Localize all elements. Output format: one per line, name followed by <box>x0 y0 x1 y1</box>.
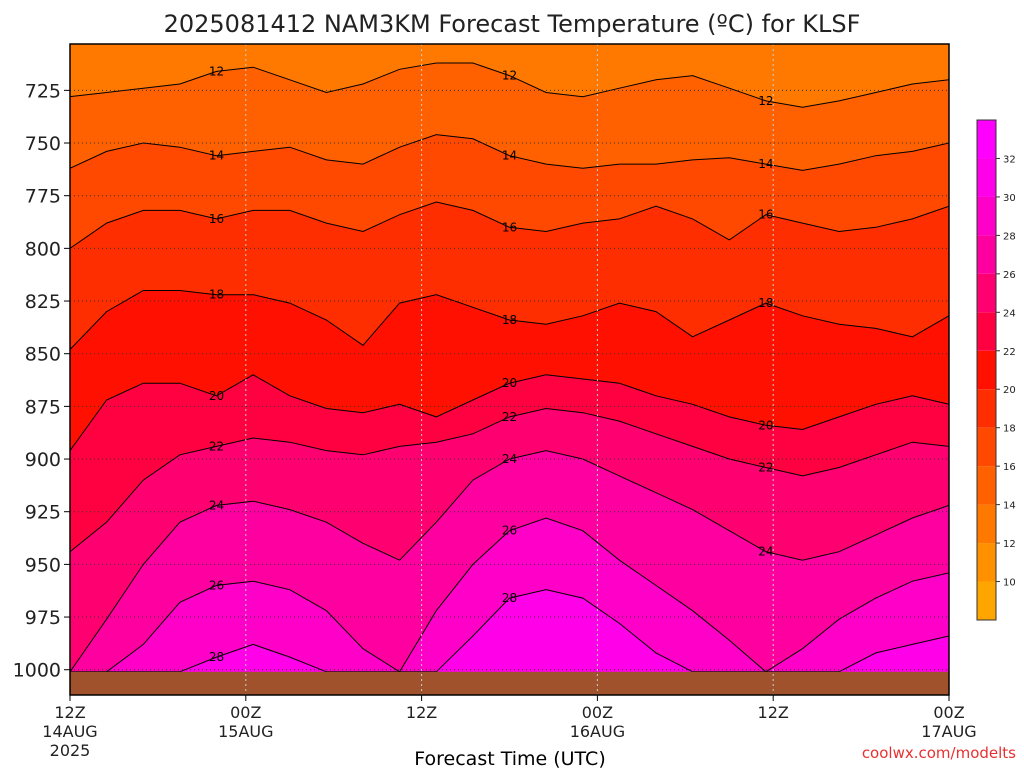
plot-area: 12 12 12 14 14 14 16 16 16 18 18 18 20 20 20 22 22 22 24 24… <box>70 44 949 695</box>
x-tick-label: 15AUG <box>218 722 273 741</box>
colorbar-label: 10 <box>1003 578 1016 589</box>
contour-line <box>70 201 949 249</box>
contour-line <box>70 589 949 673</box>
colorbar-swatch <box>977 427 996 467</box>
x-tick-label: 16AUG <box>570 722 625 741</box>
contour-label: 20 <box>209 389 224 403</box>
colorbar-swatch <box>977 581 996 620</box>
contour-line <box>70 374 949 451</box>
contour-label: 16 <box>758 208 773 222</box>
contour-label: 14 <box>502 149 517 163</box>
chart-title: 2025081412 NAM3KM Forecast Temperature (… <box>164 10 861 38</box>
contour-label: 16 <box>502 220 517 234</box>
colorbar-label: 24 <box>1003 308 1016 319</box>
y-tick-label: 950 <box>25 554 61 576</box>
contour-label: 22 <box>758 460 773 474</box>
colorbar-label: 28 <box>1003 231 1016 242</box>
y-tick-label: 1000 <box>13 660 61 682</box>
y-tick-label: 800 <box>25 238 61 260</box>
colorbar-swatch <box>977 120 996 159</box>
x-tick-label: 00Z <box>582 703 613 722</box>
colorbar-swatch <box>977 158 996 197</box>
colorbar-label: 18 <box>1003 424 1016 435</box>
contour-label: 26 <box>502 524 517 538</box>
contour-label: 22 <box>209 439 224 453</box>
contour-label: 22 <box>502 410 517 424</box>
contour-line <box>70 517 949 673</box>
contour-label: 14 <box>758 157 773 171</box>
y-tick-label: 875 <box>25 396 61 418</box>
contour-label: 18 <box>502 313 517 327</box>
contour-label: 24 <box>502 452 517 466</box>
x-tick-label: 12Z <box>406 703 437 722</box>
y-tick-label: 750 <box>25 133 61 155</box>
colorbar-swatch <box>977 273 996 313</box>
x-tick-label: 2025 <box>50 741 91 760</box>
colorbar-swatch <box>977 466 996 505</box>
contour-line <box>70 407 949 553</box>
ground-band <box>70 671 949 695</box>
colorbar-label: 14 <box>1003 501 1016 512</box>
contour-line <box>70 290 949 350</box>
contour-label: 24 <box>209 498 224 512</box>
x-tick-label: 14AUG <box>42 722 97 741</box>
x-axis-label: Forecast Time (UTC) <box>414 748 605 768</box>
contour-label: 16 <box>209 212 224 226</box>
y-tick-label: 775 <box>25 186 61 208</box>
band-fill <box>70 589 949 695</box>
colorbar-frame <box>976 119 997 621</box>
colorbar-label: 12 <box>1003 539 1016 550</box>
contour-label: 18 <box>209 288 224 302</box>
colorbar-swatch <box>977 350 996 390</box>
colorbar-swatch <box>977 312 996 351</box>
contour-label: 20 <box>758 418 773 432</box>
y-tick-label: 975 <box>25 607 61 629</box>
x-tick-label: 00Z <box>230 703 261 722</box>
x-tick-label: 00Z <box>933 703 964 722</box>
contour-label: 18 <box>758 296 773 310</box>
plot-frame <box>69 43 950 696</box>
colorbar-swatch <box>977 196 996 236</box>
colorbar-label: 16 <box>1003 462 1016 473</box>
contour-label: 20 <box>502 376 517 390</box>
y-tick-label: 725 <box>25 80 61 102</box>
contour-line <box>70 450 949 673</box>
contour-label: 28 <box>209 650 224 664</box>
contour-label: 28 <box>502 591 517 605</box>
contour-label: 12 <box>209 64 224 78</box>
colorbar-label: 32 <box>1003 154 1016 165</box>
x-tick-label: 12Z <box>758 703 789 722</box>
y-tick-label: 850 <box>25 344 61 366</box>
x-tick-label: 12Z <box>54 703 85 722</box>
colorbar-swatch <box>977 389 996 428</box>
colorbar-swatch <box>977 504 996 544</box>
contour-label: 26 <box>209 578 224 592</box>
x-tick-label: 17AUG <box>921 722 976 741</box>
colorbar-label: 30 <box>1003 193 1016 204</box>
credit-text: coolwx.com/modelts <box>862 744 1016 762</box>
contour-label: 12 <box>758 94 773 108</box>
colorbar-swatch <box>977 235 996 274</box>
colorbar-label: 26 <box>1003 270 1016 281</box>
colorbar-label: 20 <box>1003 385 1016 396</box>
contour-line <box>70 62 949 108</box>
axes: 725 750 775 800 825 850 875 900 925 950 975 1000 12Z… <box>13 43 977 760</box>
y-tick-label: 925 <box>25 502 61 524</box>
contour-label: 12 <box>502 69 517 83</box>
y-tick-label: 900 <box>25 449 61 471</box>
contour-label: 14 <box>209 149 224 163</box>
colorbar: 10 12 14 16 18 20 22 24 26 28 30 32 <box>976 119 1016 621</box>
colorbar-swatch <box>977 543 996 582</box>
contour-label: 24 <box>758 545 773 559</box>
y-tick-label: 825 <box>25 291 61 313</box>
colorbar-label: 22 <box>1003 347 1016 358</box>
contour-line <box>70 134 949 171</box>
